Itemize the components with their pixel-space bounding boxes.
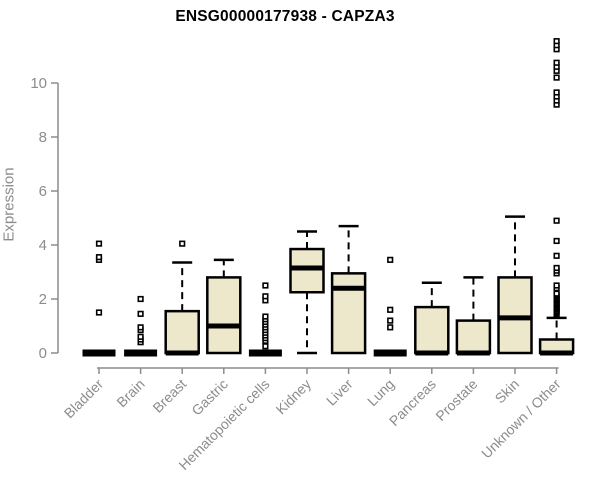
box-Kidney <box>289 247 325 294</box>
outlier-point <box>262 313 269 320</box>
box-Pancreas <box>414 305 450 355</box>
outlier-point <box>95 254 103 261</box>
outlier-point <box>553 282 560 289</box>
outlier-point <box>387 317 394 324</box>
box-Bladder <box>82 349 116 357</box>
outlier-point <box>387 324 394 331</box>
outlier-point <box>553 59 560 66</box>
box-Brain <box>124 349 158 357</box>
x-tick-label: Bladder <box>61 376 107 422</box>
y-tick-label: 8 <box>39 129 47 146</box>
x-tick-label: Skin <box>492 376 523 407</box>
box-Prostate <box>455 319 492 355</box>
chart-title: ENSG00000177938 - CAPZA3 <box>175 8 395 25</box>
box-Breast <box>164 309 200 355</box>
outlier-point <box>262 343 269 350</box>
y-tick-label: 6 <box>39 183 47 200</box>
y-tick-label: 10 <box>30 75 47 92</box>
x-tick-label: Prostate <box>432 376 480 424</box>
y-tick-label: 0 <box>39 345 47 362</box>
outlier-point <box>262 282 269 289</box>
outlier-point <box>553 217 560 224</box>
box-Liver <box>330 272 367 355</box>
box-Skin <box>497 276 533 355</box>
x-tick-label: Unknown / Other <box>478 376 564 462</box>
outlier-point <box>137 295 144 303</box>
x-tick-label: Brain <box>113 376 147 410</box>
outlier-point <box>262 293 269 300</box>
outlier-point <box>387 306 394 313</box>
x-tick-label: Breast <box>149 376 189 416</box>
y-tick-label: 2 <box>39 291 47 308</box>
y-tick-label: 4 <box>39 237 47 254</box>
x-tick-label: Liver <box>323 376 356 409</box>
outlier-point <box>553 38 560 45</box>
outlier-point <box>553 290 560 297</box>
box-Hematopoietic cells <box>248 349 282 357</box>
outlier-point <box>137 324 144 331</box>
x-tick-label: Kidney <box>273 376 315 418</box>
outlier-point <box>179 240 186 247</box>
outlier-point <box>553 89 560 96</box>
outlier-point <box>553 252 560 259</box>
outlier-point <box>553 74 560 81</box>
box-Gastric <box>206 276 242 355</box>
box-Lung <box>373 349 407 357</box>
outlier-point <box>387 256 394 263</box>
outlier-point <box>95 309 103 316</box>
y-axis-label: Expression <box>0 167 18 242</box>
outlier-point <box>553 237 560 245</box>
outlier-point <box>137 333 144 340</box>
outlier-point <box>137 310 144 317</box>
x-tick-label: Lung <box>364 376 397 409</box>
outlier-point <box>553 264 560 272</box>
outlier-point <box>95 240 103 247</box>
